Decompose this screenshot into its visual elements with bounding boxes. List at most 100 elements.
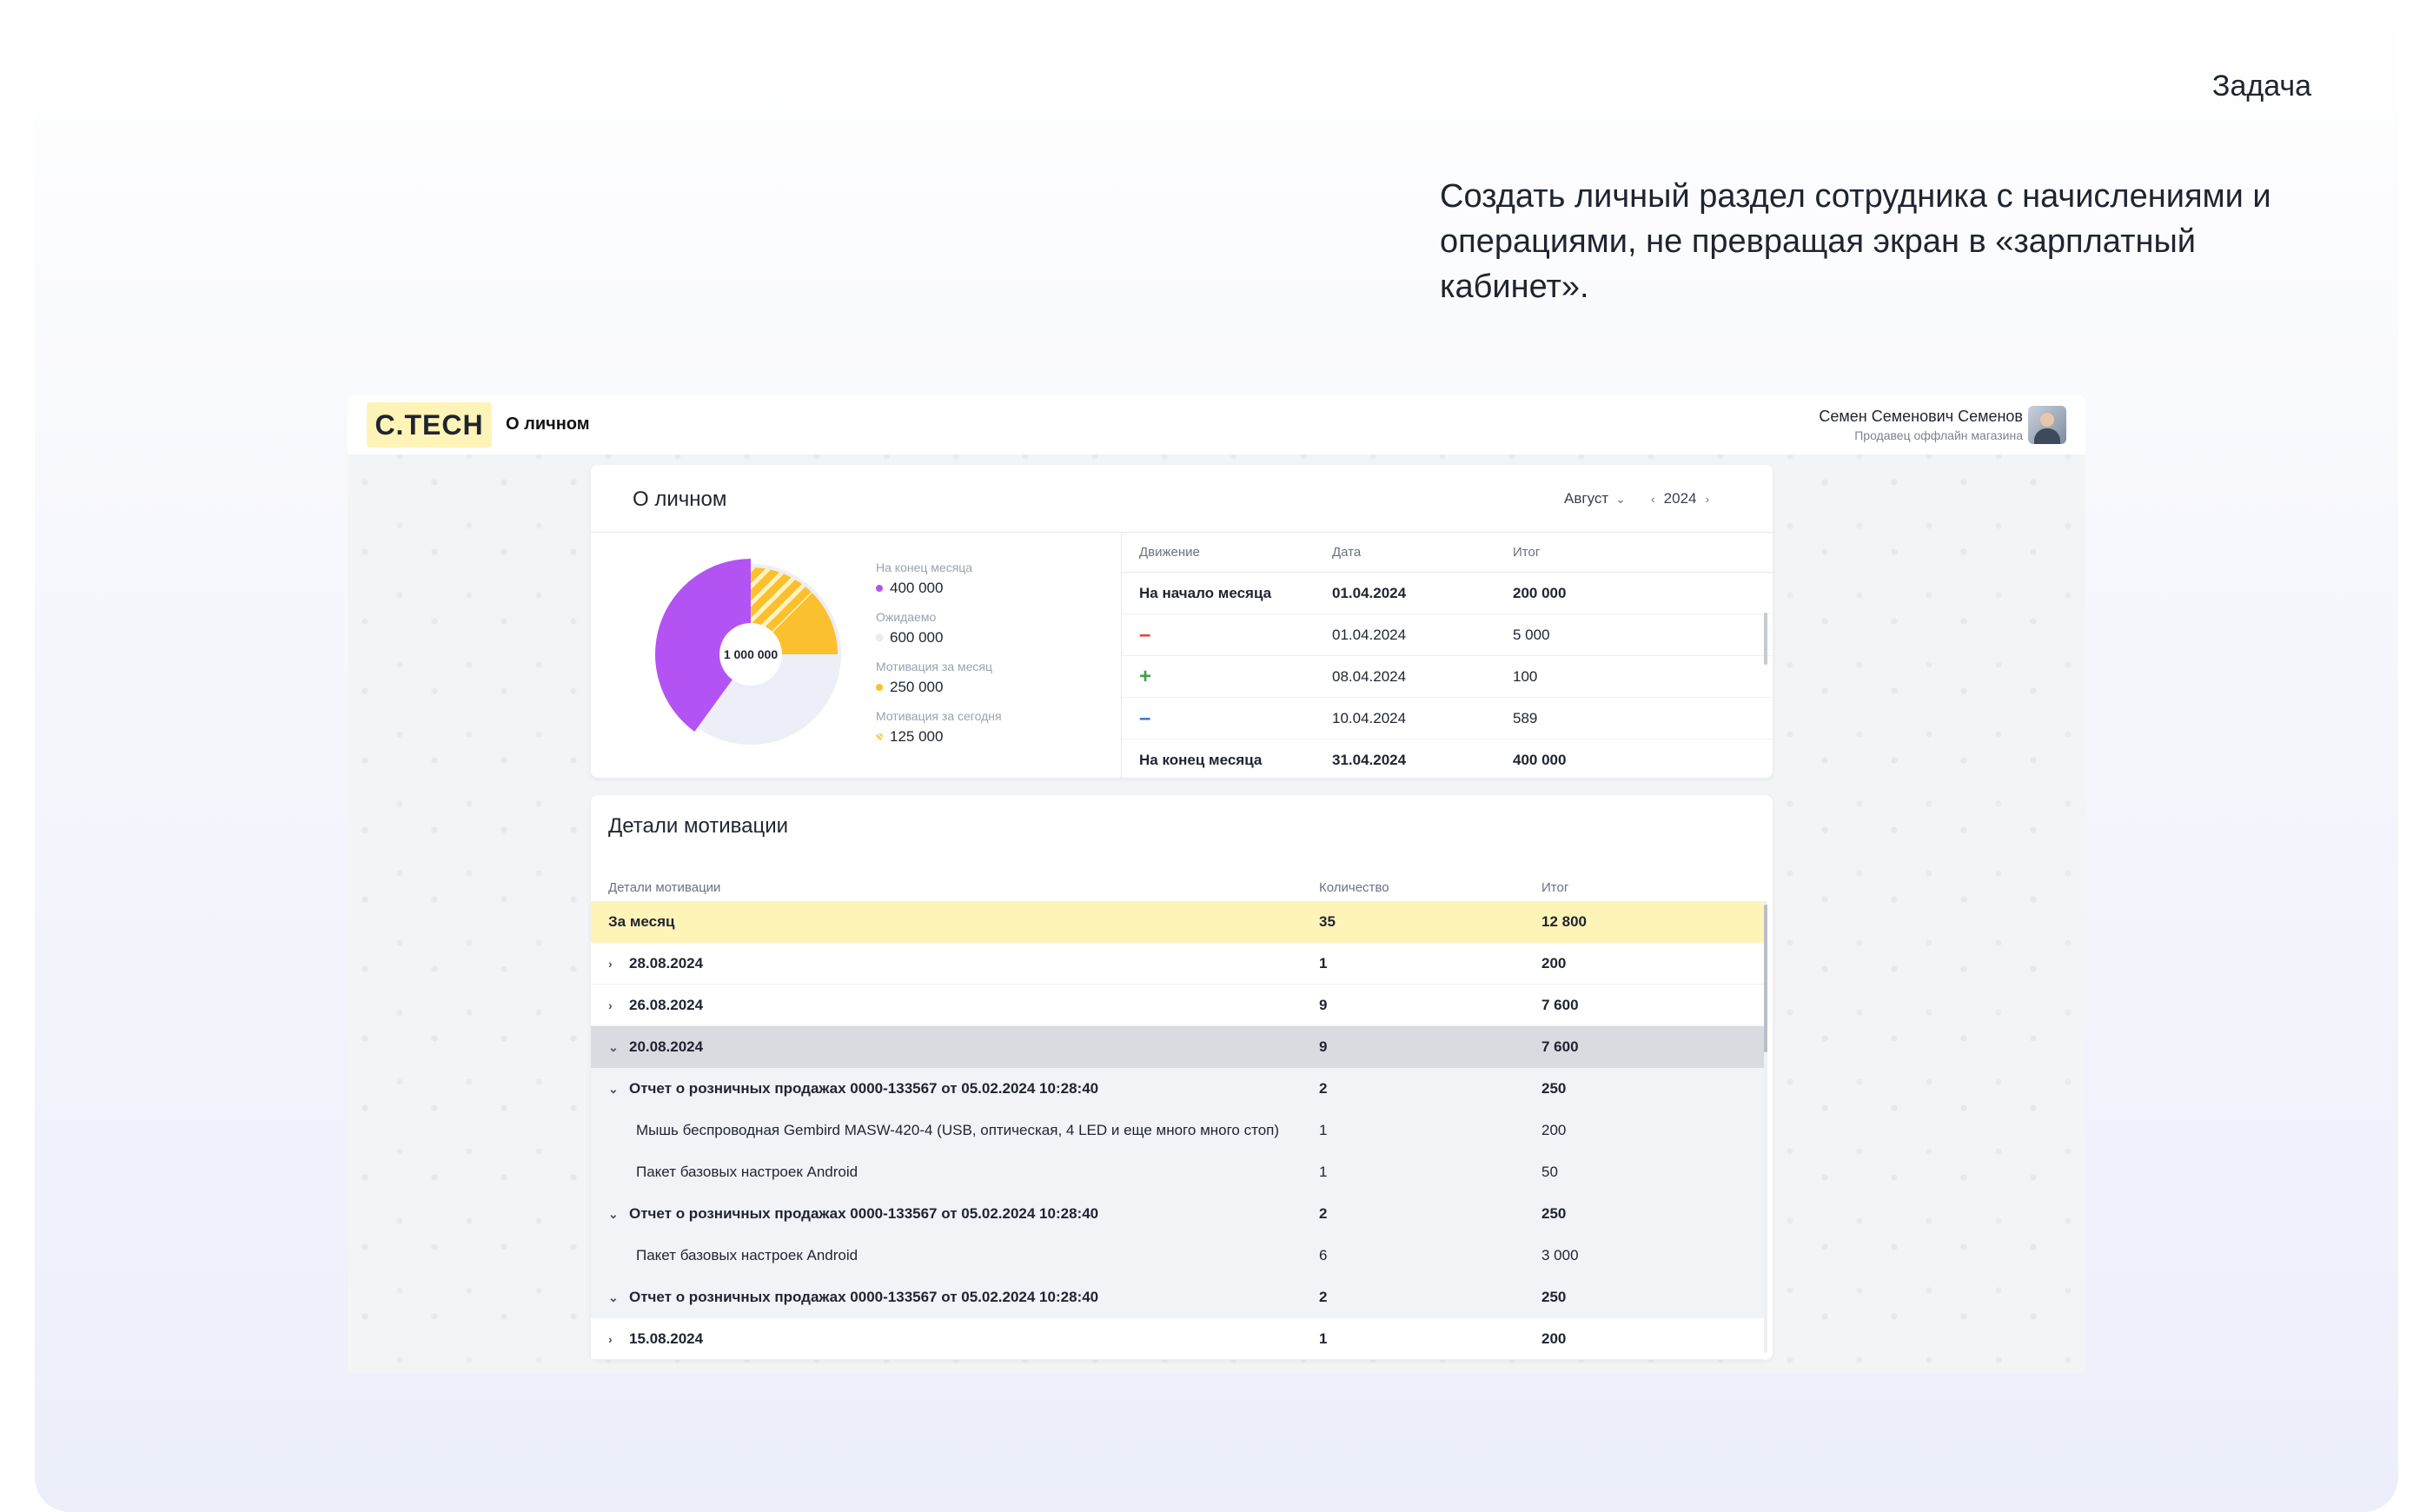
start-date: 01.04.2024	[1332, 584, 1407, 601]
movement-header: Движение Дата Итог	[1122, 533, 1773, 573]
table-row[interactable]: Пакет базовых настроек Android 6 3 000	[591, 1235, 1764, 1277]
start-total: 200 000	[1513, 584, 1567, 601]
app-logo[interactable]: C.TECH	[367, 402, 492, 448]
chevron-right-icon[interactable]: ›	[1705, 492, 1710, 506]
legend-amount: 250 000	[890, 679, 944, 695]
summary-card: О личном Август ⌄ ‹ 2024 ›	[591, 465, 1773, 778]
row-quantity: 2	[1319, 1080, 1328, 1097]
col-date: Дата	[1332, 545, 1362, 560]
month-value: Август	[1564, 490, 1609, 507]
row-label-cell: ⌄ Отчет о розничных продажах 0000-133567 …	[591, 1080, 1319, 1098]
movement-date: 01.04.2024	[1332, 626, 1407, 643]
chevron-down-icon[interactable]: ⌄	[608, 1039, 619, 1054]
details-title: Детали мотивации	[608, 814, 789, 838]
movement-start-row: На начало месяца 01.04.2024 200 000	[1122, 573, 1773, 614]
col-details: Детали мотивации	[608, 879, 721, 895]
row-quantity: 2	[1319, 1205, 1328, 1222]
row-label: Отчет о розничных продажах 0000-133567 о…	[629, 1205, 1099, 1222]
user-role: Продавец оффлайн магазина	[1854, 428, 2023, 442]
legend-value: 250 000	[876, 679, 1102, 696]
row-label-cell: За месяц	[591, 913, 1319, 931]
row-label: Пакет базовых настроек Android	[636, 1247, 859, 1263]
row-quantity: 35	[1319, 913, 1336, 930]
row-label: 28.08.2024	[629, 954, 704, 972]
row-label: Отчет о розничных продажах 0000-133567 о…	[629, 1289, 1099, 1305]
movement-row[interactable]: – 10.04.2024 589	[1122, 698, 1773, 739]
table-row[interactable]: › 28.08.2024 1 200	[591, 943, 1764, 985]
row-label-cell: ⌄ Отчет о розничных продажах 0000-133567 …	[591, 1289, 1319, 1306]
yellow-dot-icon	[876, 684, 883, 691]
movement-row[interactable]: + 08.04.2024 100	[1122, 656, 1773, 698]
movement-total: 5 000	[1513, 626, 1550, 643]
hatched-dot-icon	[876, 733, 883, 740]
col-quantity: Количество	[1319, 879, 1389, 895]
month-select[interactable]: Август ⌄	[1564, 490, 1626, 507]
chevron-down-icon[interactable]: ⌄	[608, 1081, 619, 1096]
table-row[interactable]: ⌄ Отчет о розничных продажах 0000-133567 …	[591, 1193, 1764, 1235]
table-row[interactable]: ⌄ Отчет о розничных продажах 0000-133567 …	[591, 1068, 1764, 1110]
row-label: 26.08.2024	[629, 996, 704, 1013]
row-total: 250	[1541, 1080, 1567, 1097]
chevron-down-icon: ⌄	[1615, 491, 1626, 506]
end-label: На конец месяца	[1139, 752, 1263, 768]
legend-label: Ожидаемо	[876, 610, 937, 624]
donut-total: 1 000 000	[719, 623, 782, 686]
legend-amount: 400 000	[890, 580, 944, 596]
table-row[interactable]: Пакет базовых настроек Android 1 50	[591, 1151, 1764, 1193]
row-total: 7 600	[1541, 996, 1579, 1013]
row-label-cell: › 15.08.2024	[591, 1330, 1319, 1348]
table-row[interactable]: › 26.08.2024 9 7 600	[591, 985, 1764, 1026]
details-header: Детали мотивации Количество Итог	[591, 873, 1764, 901]
col-movement: Движение	[1139, 545, 1200, 560]
row-quantity: 6	[1319, 1247, 1328, 1263]
legend-item: На конец месяца 400 000	[876, 560, 1102, 610]
start-label: На начало месяца	[1139, 584, 1272, 601]
row-label-cell: Мышь беспроводная Gembird MASW-420-4 (US…	[591, 1122, 1319, 1139]
chevron-right-icon[interactable]: ›	[608, 1331, 613, 1346]
chevron-right-icon[interactable]: ›	[608, 956, 613, 971]
summary-title: О личном	[633, 487, 727, 511]
legend-value: 600 000	[876, 629, 1102, 647]
table-row[interactable]: ⌄ 20.08.2024 9 7 600	[591, 1026, 1764, 1068]
avatar-head	[2040, 413, 2054, 427]
chevron-down-icon[interactable]: ⌄	[608, 1206, 619, 1221]
movement-row[interactable]: – 01.04.2024 5 000	[1122, 614, 1773, 656]
movement-sign: –	[1122, 706, 1332, 731]
legend-value: 400 000	[876, 580, 1102, 597]
details-scroll-track	[1764, 901, 1767, 1353]
row-quantity: 1	[1319, 1164, 1328, 1180]
row-total: 3 000	[1541, 1247, 1579, 1263]
movement-date: 10.04.2024	[1332, 709, 1407, 726]
table-row[interactable]: › 15.08.2024 1 200	[591, 1318, 1764, 1360]
presentation-canvas: Задача Создать личный раздел сотрудника …	[35, 0, 2398, 1512]
table-row[interactable]: ⌄ Отчет о розничных продажах 0000-133567 …	[591, 1277, 1764, 1318]
legend-label: На конец месяца	[876, 560, 973, 574]
app-frame: C.TECH О личном Семен Семенович Семенов …	[348, 395, 2085, 1373]
row-total: 200	[1541, 1122, 1567, 1138]
movement-scrollbar[interactable]	[1764, 613, 1767, 665]
row-total: 12 800	[1541, 913, 1587, 930]
row-label: Отчет о розничных продажах 0000-133567 о…	[629, 1080, 1099, 1097]
chevron-down-icon[interactable]: ⌄	[608, 1290, 619, 1304]
legend-amount: 125 000	[890, 728, 944, 745]
row-total: 250	[1541, 1205, 1567, 1222]
details-scrollbar[interactable]	[1764, 905, 1767, 1052]
chevron-right-icon[interactable]: ›	[608, 998, 613, 1012]
col-total: Итог	[1513, 545, 1541, 560]
row-label-cell: ⌄ 20.08.2024	[591, 1038, 1319, 1056]
end-total: 400 000	[1513, 752, 1567, 768]
slice-end-of-month[interactable]	[655, 559, 751, 732]
table-row[interactable]: За месяц 35 12 800	[591, 901, 1764, 943]
top-bar: C.TECH О личном Семен Семенович Семенов …	[348, 395, 2085, 454]
user-name[interactable]: Семен Семенович Семенов	[1819, 408, 2023, 425]
row-total: 250	[1541, 1289, 1567, 1305]
row-label-cell: › 28.08.2024	[591, 955, 1319, 972]
table-row[interactable]: Мышь беспроводная Gembird MASW-420-4 (US…	[591, 1110, 1764, 1151]
avatar[interactable]	[2028, 406, 2066, 444]
row-quantity: 9	[1319, 996, 1328, 1013]
chevron-left-icon[interactable]: ‹	[1651, 492, 1655, 506]
legend-label: Мотивация за месяц	[876, 660, 993, 673]
legend-item: Мотивация за месяц 250 000	[876, 660, 1102, 709]
avatar-body	[2034, 428, 2060, 444]
row-quantity: 1	[1319, 954, 1328, 972]
